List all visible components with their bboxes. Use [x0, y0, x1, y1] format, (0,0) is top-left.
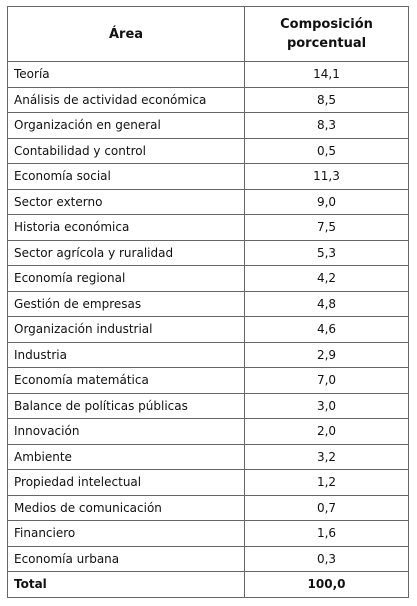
table-row: Innovación 2,0: [7, 418, 409, 445]
table-row: Ambiente 3,2: [7, 443, 409, 470]
table-row: Total 100,0: [7, 571, 409, 598]
area-cell: Teoría: [7, 61, 245, 88]
area-cell: Contabilidad y control: [7, 137, 245, 164]
table-row: Balance de políticas públicas 3,0: [7, 392, 409, 419]
area-cell: Innovación: [7, 418, 245, 445]
table-row: Organización en general 8,3: [7, 112, 409, 139]
value-cell: 9,0: [244, 188, 409, 215]
table-row: Economía regional 4,2: [7, 265, 409, 292]
area-cell: Gestión de empresas: [7, 290, 245, 317]
table-row: Gestión de empresas 4,8: [7, 290, 409, 317]
value-cell: 3,2: [244, 443, 409, 470]
area-cell: Total: [7, 571, 245, 598]
area-cell: Financiero: [7, 520, 245, 547]
table-row: Sector externo 9,0: [7, 188, 409, 215]
area-cell: Balance de políticas públicas: [7, 392, 245, 419]
area-cell: Economía regional: [7, 265, 245, 292]
table-row: Industria 2,9: [7, 341, 409, 368]
value-cell: 8,3: [244, 112, 409, 139]
value-cell: 2,9: [244, 341, 409, 368]
table-row: Economía matemática 7,0: [7, 367, 409, 394]
value-cell: 4,8: [244, 290, 409, 317]
data-table: Área Composición porcentual Teoría 14,1 An…: [7, 6, 409, 598]
table-row: Financiero 1,6: [7, 520, 409, 547]
area-cell: Análisis de actividad económica: [7, 86, 245, 113]
value-cell: 7,5: [244, 214, 409, 241]
table-head: Área Composición porcentual: [7, 6, 409, 62]
value-cell: 11,3: [244, 163, 409, 190]
value-cell: 4,6: [244, 316, 409, 343]
value-cell: 4,2: [244, 265, 409, 292]
area-cell: Economía urbana: [7, 545, 245, 572]
value-cell: 8,5: [244, 86, 409, 113]
table-row: Teoría 14,1: [7, 61, 409, 88]
header-row: Área Composición porcentual: [7, 6, 409, 62]
table-row: Análisis de actividad económica 8,5: [7, 86, 409, 113]
table-row: Sector agrícola y ruralidad 5,3: [7, 239, 409, 266]
area-cell: Economía social: [7, 163, 245, 190]
value-cell: 14,1: [244, 61, 409, 88]
value-cell: 2,0: [244, 418, 409, 445]
table-body: Teoría 14,1 Análisis de actividad económic…: [7, 61, 409, 598]
value-cell: 1,2: [244, 469, 409, 496]
value-cell: 100,0: [244, 571, 409, 598]
value-cell: 5,3: [244, 239, 409, 266]
header-cell: Área: [7, 6, 245, 62]
area-cell: Propiedad intelectual: [7, 469, 245, 496]
header-cell: Composición porcentual: [244, 6, 409, 62]
value-cell: 0,3: [244, 545, 409, 572]
area-cell: Organización en general: [7, 112, 245, 139]
area-cell: Industria: [7, 341, 245, 368]
table-row: Contabilidad y control 0,5: [7, 137, 409, 164]
value-cell: 0,5: [244, 137, 409, 164]
table-row: Economía social 11,3: [7, 163, 409, 190]
table-row: Economía urbana 0,3: [7, 545, 409, 572]
value-cell: 7,0: [244, 367, 409, 394]
area-cell: Sector agrícola y ruralidad: [7, 239, 245, 266]
area-cell: Organización industrial: [7, 316, 245, 343]
area-cell: Ambiente: [7, 443, 245, 470]
table-row: Medios de comunicación 0,7: [7, 494, 409, 521]
area-cell: Historia económica: [7, 214, 245, 241]
table-row: Historia económica 7,5: [7, 214, 409, 241]
area-cell: Medios de comunicación: [7, 494, 245, 521]
table-row: Propiedad intelectual 1,2: [7, 469, 409, 496]
value-cell: 0,7: [244, 494, 409, 521]
area-cell: Sector externo: [7, 188, 245, 215]
value-cell: 1,6: [244, 520, 409, 547]
area-cell: Economía matemática: [7, 367, 245, 394]
value-cell: 3,0: [244, 392, 409, 419]
table-row: Organización industrial 4,6: [7, 316, 409, 343]
